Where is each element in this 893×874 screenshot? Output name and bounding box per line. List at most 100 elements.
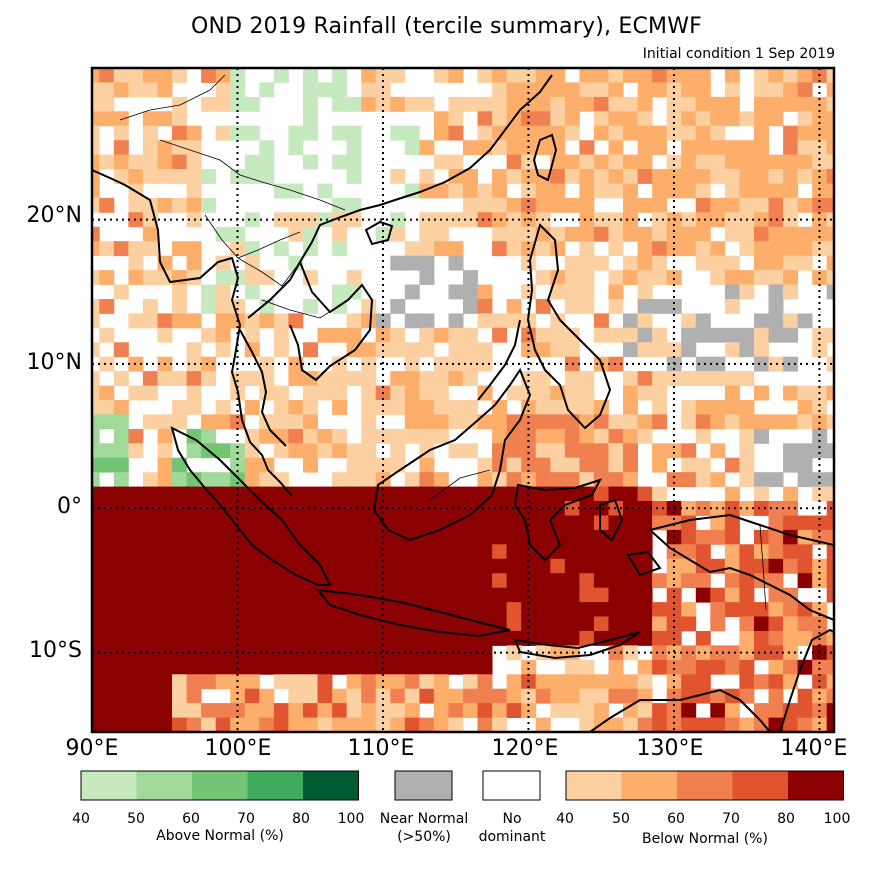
grid-cell <box>637 573 653 589</box>
grid-cell <box>273 631 289 646</box>
grid-cell <box>826 717 834 732</box>
grid-cell <box>783 385 799 401</box>
grid-cell <box>724 140 740 156</box>
grid-cell <box>113 587 129 603</box>
grid-cell <box>288 544 304 560</box>
grid-cell <box>783 659 799 675</box>
grid-cell <box>739 443 755 459</box>
grid-cell <box>724 212 740 228</box>
grid-cell <box>492 197 508 213</box>
grid-cell <box>506 154 522 170</box>
grid-cell <box>113 573 129 589</box>
grid-cell <box>797 717 813 732</box>
grid-cell <box>608 327 624 343</box>
grid-cell <box>754 674 769 690</box>
grid-cell <box>288 602 304 617</box>
grid-cell <box>695 68 711 83</box>
grid-cell <box>797 558 813 574</box>
grid-cell <box>259 472 275 488</box>
grid-cell <box>92 140 100 156</box>
grid-cell <box>303 96 318 112</box>
grid-cell <box>259 631 275 646</box>
grid-cell <box>332 573 348 589</box>
grid-cell <box>113 111 129 127</box>
grid-cell <box>215 82 231 98</box>
grid-cell <box>754 226 769 242</box>
grid-cell <box>99 515 115 531</box>
grid-cell <box>492 327 508 343</box>
grid-cell <box>783 140 799 156</box>
grid-cell <box>332 400 348 415</box>
grid-cell <box>463 327 478 343</box>
grid-cell <box>157 140 173 156</box>
grid-cell <box>92 96 100 112</box>
grid-cell <box>303 443 318 459</box>
grid-cell <box>797 400 813 415</box>
grid-cell <box>710 169 726 184</box>
grid-cell <box>579 558 595 574</box>
grid-cell <box>593 212 609 228</box>
grid-cell <box>652 68 668 83</box>
grid-cell <box>666 472 682 488</box>
grid-cell <box>564 616 580 632</box>
grid-cell <box>768 154 784 170</box>
grid-cell <box>593 486 609 502</box>
grid-cell <box>754 428 769 444</box>
grid-cell <box>303 703 318 718</box>
grid-cell <box>623 313 638 329</box>
grid-cell <box>593 169 609 184</box>
grid-cell <box>361 472 377 488</box>
grid-cell <box>681 472 697 488</box>
grid-cell <box>826 529 834 545</box>
grid-cell <box>201 68 217 83</box>
grid-cell <box>433 111 449 127</box>
grid-cell <box>463 631 478 646</box>
grid-cell <box>826 472 834 488</box>
grid-cell <box>724 414 740 430</box>
grid-cell <box>550 342 566 358</box>
grid-cell <box>768 515 784 531</box>
grid-cell <box>521 226 537 242</box>
grid-cell <box>608 472 624 488</box>
grid-cell <box>768 299 784 314</box>
grid-cell <box>754 125 769 141</box>
grid-cell <box>652 400 668 415</box>
grid-cell <box>113 703 129 718</box>
grid-cell <box>128 197 144 213</box>
grid-cell <box>230 82 246 98</box>
grid-cell <box>463 183 478 199</box>
grid-cell <box>404 96 420 112</box>
grid-cell <box>361 299 377 314</box>
grid-cell <box>797 414 813 430</box>
grid-cell <box>186 674 202 690</box>
grid-cell <box>92 703 100 718</box>
grid-cell <box>826 96 834 112</box>
grid-cell <box>273 313 289 329</box>
grid-cell <box>623 717 638 732</box>
grid-cell <box>230 544 246 560</box>
grid-cell <box>433 515 449 531</box>
grid-cell <box>506 96 522 112</box>
grid-cell <box>346 270 362 285</box>
grid-cell <box>754 255 769 271</box>
grid-cell <box>812 515 828 531</box>
grid-cell <box>201 169 217 184</box>
grid-cell <box>652 631 668 646</box>
grid-cell <box>754 356 769 372</box>
grid-cell <box>244 674 260 690</box>
grid-cell <box>637 486 653 502</box>
grid-cell <box>215 529 231 545</box>
grid-cell <box>564 111 580 127</box>
grid-cell <box>637 659 653 675</box>
grid-cell <box>99 414 115 430</box>
grid-cell <box>201 602 217 617</box>
grid-cell <box>768 659 784 675</box>
grid-cell <box>317 544 333 560</box>
grid-cell <box>215 602 231 617</box>
grid-cell <box>477 96 493 112</box>
grid-cell <box>244 587 260 603</box>
grid-cell <box>433 371 449 386</box>
grid-cell <box>681 515 697 531</box>
lat-label-equator: 0° <box>57 494 82 519</box>
grid-cell <box>404 558 420 574</box>
